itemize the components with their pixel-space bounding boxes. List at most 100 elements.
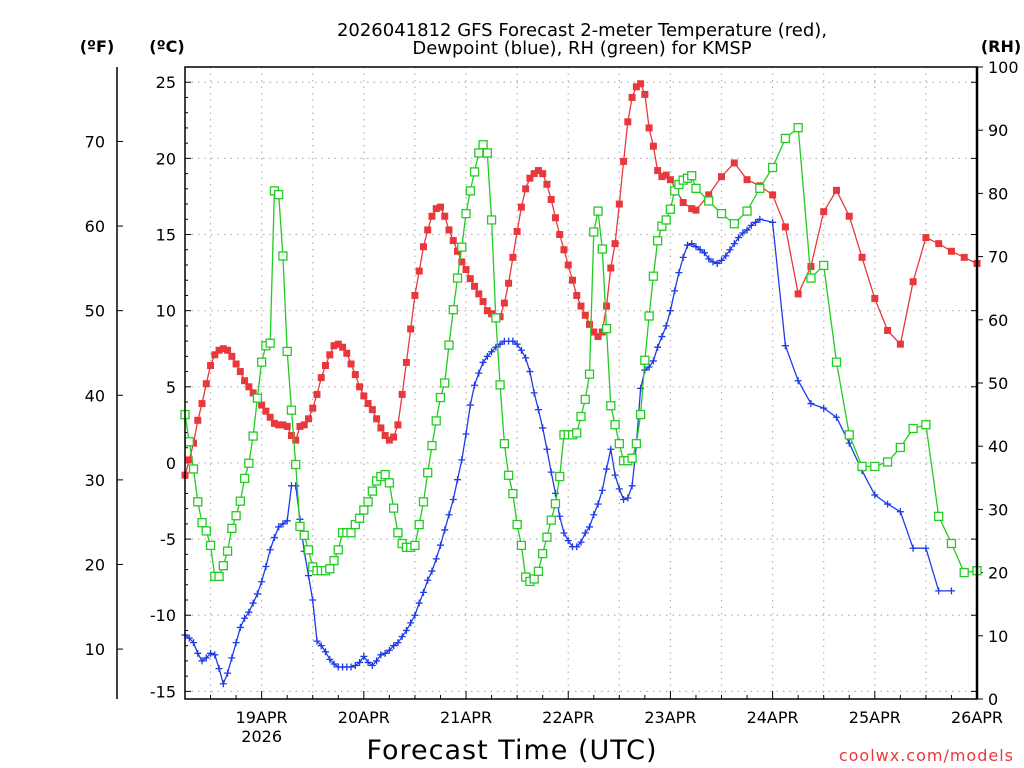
dewpoint-point <box>270 534 278 542</box>
dewpoint-point <box>909 544 917 552</box>
x-axis-title: Forecast Time (UTC) <box>366 735 657 766</box>
rh-point <box>197 518 207 528</box>
rh-point <box>644 311 654 321</box>
rh-point <box>610 420 620 430</box>
rh-point <box>218 560 228 571</box>
dewpoint-point <box>654 343 662 351</box>
time-tick-label: 25APR <box>849 708 901 727</box>
rh-point <box>393 528 403 538</box>
rh-point <box>244 458 254 468</box>
temperature-point <box>517 203 525 211</box>
rh-point <box>631 439 642 449</box>
dewpoint-point <box>479 358 487 366</box>
temperature-point <box>935 240 943 248</box>
dewpoint-point <box>922 544 930 552</box>
temperature-point <box>730 159 738 167</box>
temperature-point <box>326 351 334 359</box>
rh-point <box>627 453 637 463</box>
dewpoint-point <box>551 489 559 497</box>
dewpoint-point <box>666 307 674 315</box>
temperature-point <box>351 371 359 379</box>
temperature-point <box>688 205 696 213</box>
rh-point <box>286 405 297 415</box>
rh-point <box>742 206 752 216</box>
temperature-point <box>960 253 968 261</box>
dewpoint-point <box>539 424 547 432</box>
rh-point <box>388 503 399 513</box>
temperature-point <box>509 253 517 261</box>
rh-point <box>431 416 441 426</box>
chart-title-line1: 2026041812 GFS Forecast 2-meter Temperat… <box>337 20 827 41</box>
rh-point <box>282 346 292 357</box>
dewpoint-point <box>398 633 406 641</box>
dewpoint-point <box>309 596 317 604</box>
temperature-point <box>781 223 789 231</box>
dewpoint-point <box>586 523 594 531</box>
temperature-point <box>270 419 278 427</box>
dewpoint-point <box>390 642 398 650</box>
dewpoint-point <box>347 663 355 671</box>
temperature-point <box>441 212 449 220</box>
temperature-point <box>356 383 364 391</box>
rh-point <box>550 499 561 509</box>
dewpoint-point <box>415 599 423 607</box>
time-tick-label: 26APR <box>951 708 1003 727</box>
temperature-point <box>607 264 615 272</box>
temperature-point <box>526 174 534 182</box>
rh-point <box>589 227 599 237</box>
rh-tick-label: 0 <box>988 690 998 709</box>
rh-point <box>652 236 663 246</box>
dewpoint-point <box>743 226 751 234</box>
temperature-point <box>236 368 244 376</box>
rh-point <box>648 271 659 281</box>
temperature-point <box>632 83 640 91</box>
dewpoint-point <box>419 588 427 596</box>
temperature-point <box>258 401 266 409</box>
temperature-point <box>692 206 700 214</box>
temperature-point <box>645 124 653 132</box>
temperature-point <box>407 325 415 333</box>
temperature-point <box>224 346 232 354</box>
rh-point <box>354 513 365 523</box>
dewpoint-point <box>441 526 449 534</box>
temperature-point <box>611 240 619 248</box>
dewpoint-point <box>356 658 364 666</box>
dewpoint-point <box>747 221 755 229</box>
time-tick-label: 24APR <box>747 708 799 727</box>
temperature-point <box>283 422 291 430</box>
dewpoint-point <box>620 496 628 504</box>
temperature-point <box>581 311 589 319</box>
rh-point <box>857 461 867 472</box>
rh-point <box>729 219 739 229</box>
dewpoint-point <box>713 259 721 267</box>
time-tick-label: 21APR <box>440 708 492 727</box>
dewpoint-point <box>871 491 879 499</box>
rh-point <box>384 478 395 488</box>
chart-title-line2: Dewpoint (blue), RH (green) for KMSP <box>412 38 751 59</box>
temperature-point <box>718 173 726 181</box>
dewpoint-point <box>947 587 955 595</box>
dewpoint-point <box>224 669 232 677</box>
temperature-point <box>215 346 223 354</box>
rh-point <box>295 521 305 532</box>
rh-point <box>491 313 501 323</box>
dewpoint-point <box>292 482 300 490</box>
rh-point <box>274 190 284 200</box>
temperature-point <box>368 406 376 414</box>
temperature-point <box>449 237 457 245</box>
dewpoint-point <box>522 354 530 362</box>
rh-point <box>222 546 233 556</box>
dewpoint-point <box>534 406 542 414</box>
dewpoint-point <box>330 660 338 668</box>
time-tick-label: 22APR <box>542 708 594 727</box>
rh-point <box>499 439 510 449</box>
temperature-point <box>432 205 440 213</box>
temperature-point <box>615 200 623 208</box>
rh-point <box>452 273 463 283</box>
rh-tick-label: 40 <box>988 437 1008 456</box>
dewpoint-point <box>884 500 892 508</box>
dewpoint-point <box>722 252 730 260</box>
dewpoint-point <box>526 368 534 376</box>
temperature-point <box>560 246 568 254</box>
